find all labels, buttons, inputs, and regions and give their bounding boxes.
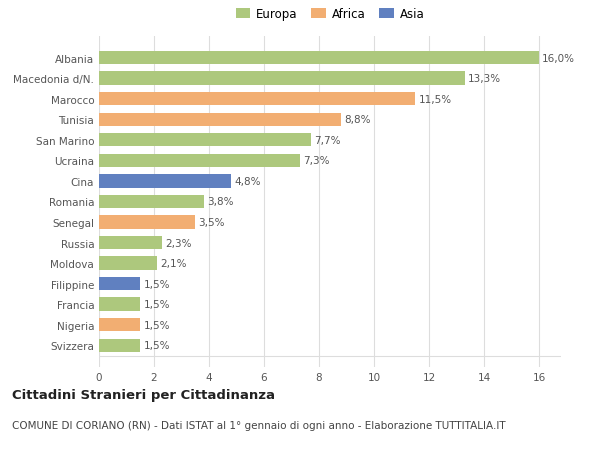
Bar	[99, 154, 300, 168]
Text: 7,3%: 7,3%	[303, 156, 329, 166]
Text: 3,5%: 3,5%	[199, 218, 225, 228]
Bar	[99, 298, 140, 311]
Bar	[99, 175, 231, 188]
Bar	[99, 339, 140, 352]
Text: 13,3%: 13,3%	[468, 74, 501, 84]
Bar	[99, 319, 140, 332]
Bar	[99, 277, 140, 291]
Text: 16,0%: 16,0%	[542, 53, 575, 63]
Text: 7,7%: 7,7%	[314, 135, 341, 146]
Text: Cittadini Stranieri per Cittadinanza: Cittadini Stranieri per Cittadinanza	[12, 388, 275, 401]
Legend: Europa, Africa, Asia: Europa, Africa, Asia	[231, 3, 429, 25]
Text: 2,3%: 2,3%	[166, 238, 192, 248]
Bar	[99, 52, 539, 65]
Text: 1,5%: 1,5%	[143, 300, 170, 309]
Text: 4,8%: 4,8%	[235, 176, 261, 186]
Bar	[99, 236, 162, 250]
Bar	[99, 216, 195, 229]
Bar	[99, 195, 203, 209]
Text: 8,8%: 8,8%	[344, 115, 371, 125]
Bar	[99, 113, 341, 127]
Bar	[99, 93, 415, 106]
Bar	[99, 257, 157, 270]
Text: 1,5%: 1,5%	[143, 320, 170, 330]
Text: 3,8%: 3,8%	[207, 197, 233, 207]
Text: 11,5%: 11,5%	[419, 95, 452, 104]
Text: 2,1%: 2,1%	[160, 258, 187, 269]
Text: 1,5%: 1,5%	[143, 279, 170, 289]
Bar	[99, 72, 465, 85]
Text: COMUNE DI CORIANO (RN) - Dati ISTAT al 1° gennaio di ogni anno - Elaborazione TU: COMUNE DI CORIANO (RN) - Dati ISTAT al 1…	[12, 420, 506, 430]
Text: 1,5%: 1,5%	[143, 341, 170, 351]
Bar	[99, 134, 311, 147]
